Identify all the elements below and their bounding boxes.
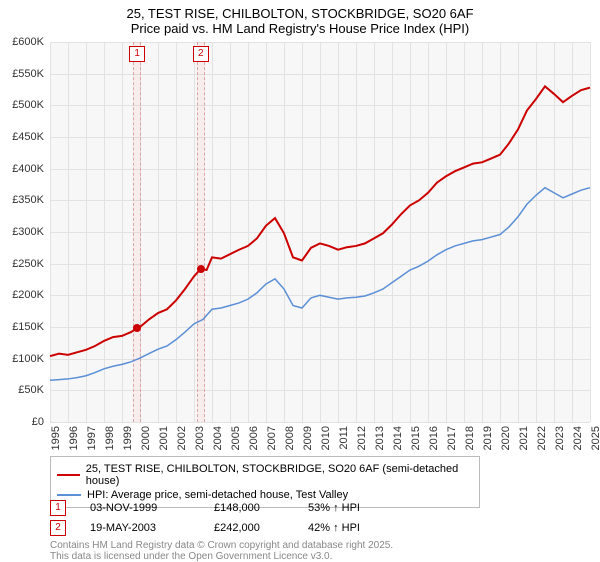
x-axis-tick-label: 1995 (50, 426, 62, 450)
transaction-hpi-delta: 42% ↑ HPI (308, 522, 388, 534)
y-axis-tick-label: £500K (12, 99, 44, 111)
transaction-hpi-delta: 53% ↑ HPI (308, 502, 388, 514)
y-axis-tick-label: £0 (32, 416, 44, 428)
x-axis-tick-label: 2017 (446, 426, 458, 450)
chart-plot-area: 12 £0£50K£100K£150K£200K£250K£300K£350K£… (50, 42, 590, 422)
legend-swatch (57, 474, 80, 476)
footer-attribution: Contains HM Land Registry data © Crown c… (50, 540, 393, 562)
x-axis-tick-label: 2005 (230, 426, 242, 450)
transaction-price: £242,000 (214, 522, 284, 534)
x-axis-tick-label: 2012 (356, 426, 368, 450)
x-axis-tick-label: 2016 (428, 426, 440, 450)
x-axis-tick-label: 2009 (302, 426, 314, 450)
y-axis-tick-label: £350K (12, 194, 44, 206)
x-axis-tick-label: 2000 (140, 426, 152, 450)
transaction-marker-icon: 1 (50, 500, 66, 516)
transaction-marker-icon: 2 (193, 46, 209, 62)
x-axis-tick-label: 2020 (500, 426, 512, 450)
transaction-date: 19-MAY-2003 (90, 522, 190, 534)
x-axis-tick-label: 2007 (266, 426, 278, 450)
legend-swatch (57, 494, 81, 496)
footer-line: Contains HM Land Registry data © Crown c… (50, 540, 393, 551)
title-subtitle: Price paid vs. HM Land Registry's House … (0, 21, 600, 36)
x-axis-tick-label: 2003 (194, 426, 206, 450)
y-axis-tick-label: £600K (12, 36, 44, 48)
x-axis-tick-label: 2010 (320, 426, 332, 450)
y-axis-tick-label: £250K (12, 258, 44, 270)
y-axis-tick-label: £100K (12, 353, 44, 365)
x-axis-tick-label: 2021 (518, 426, 530, 450)
transaction-marker-icon: 1 (129, 46, 145, 62)
y-axis-tick-label: £300K (12, 226, 44, 238)
y-axis-tick-label: £450K (12, 131, 44, 143)
x-axis-tick-label: 2025 (590, 426, 600, 450)
transactions-table: 1 03-NOV-1999 £148,000 53% ↑ HPI 2 19-MA… (50, 498, 388, 538)
x-axis-tick-label: 1999 (122, 426, 134, 450)
x-axis-tick-label: 2006 (248, 426, 260, 450)
x-axis-tick-label: 2014 (392, 426, 404, 450)
transaction-date: 03-NOV-1999 (90, 502, 190, 514)
transaction-marker-icon: 2 (50, 520, 66, 536)
x-axis-tick-label: 1997 (86, 426, 98, 450)
chart-title: 25, TEST RISE, CHILBOLTON, STOCKBRIDGE, … (0, 0, 600, 36)
x-axis-tick-label: 2011 (338, 426, 350, 450)
x-axis-tick-label: 2013 (374, 426, 386, 450)
x-axis-tick-label: 2015 (410, 426, 422, 450)
x-axis-tick-label: 2023 (554, 426, 566, 450)
transaction-row: 2 19-MAY-2003 £242,000 42% ↑ HPI (50, 518, 388, 538)
x-axis-tick-label: 2001 (158, 426, 170, 450)
y-axis-tick-label: £550K (12, 68, 44, 80)
x-axis-tick-label: 2019 (482, 426, 494, 450)
x-axis-tick-label: 2018 (464, 426, 476, 450)
x-axis-tick-label: 2002 (176, 426, 188, 450)
x-axis-tick-label: 1998 (104, 426, 116, 450)
y-axis-tick-label: £150K (12, 321, 44, 333)
y-axis-tick-label: £200K (12, 289, 44, 301)
y-axis-tick-label: £50K (18, 384, 44, 396)
x-axis-tick-label: 2024 (572, 426, 584, 450)
x-axis-tick-label: 1996 (68, 426, 80, 450)
series-hpi (50, 188, 590, 381)
title-address: 25, TEST RISE, CHILBOLTON, STOCKBRIDGE, … (0, 6, 600, 21)
y-axis-tick-label: £400K (12, 163, 44, 175)
x-axis-tick-label: 2004 (212, 426, 224, 450)
series-price_paid (50, 86, 590, 356)
x-axis-tick-label: 2008 (284, 426, 296, 450)
x-axis-tick-label: 2022 (536, 426, 548, 450)
transaction-point (133, 324, 141, 332)
transaction-point (197, 265, 205, 273)
transaction-row: 1 03-NOV-1999 £148,000 53% ↑ HPI (50, 498, 388, 518)
legend-row-price-paid: 25, TEST RISE, CHILBOLTON, STOCKBRIDGE, … (57, 463, 473, 487)
transaction-price: £148,000 (214, 502, 284, 514)
footer-line: This data is licensed under the Open Gov… (50, 551, 393, 562)
legend-label: 25, TEST RISE, CHILBOLTON, STOCKBRIDGE, … (86, 463, 473, 487)
chart-lines (50, 42, 590, 422)
